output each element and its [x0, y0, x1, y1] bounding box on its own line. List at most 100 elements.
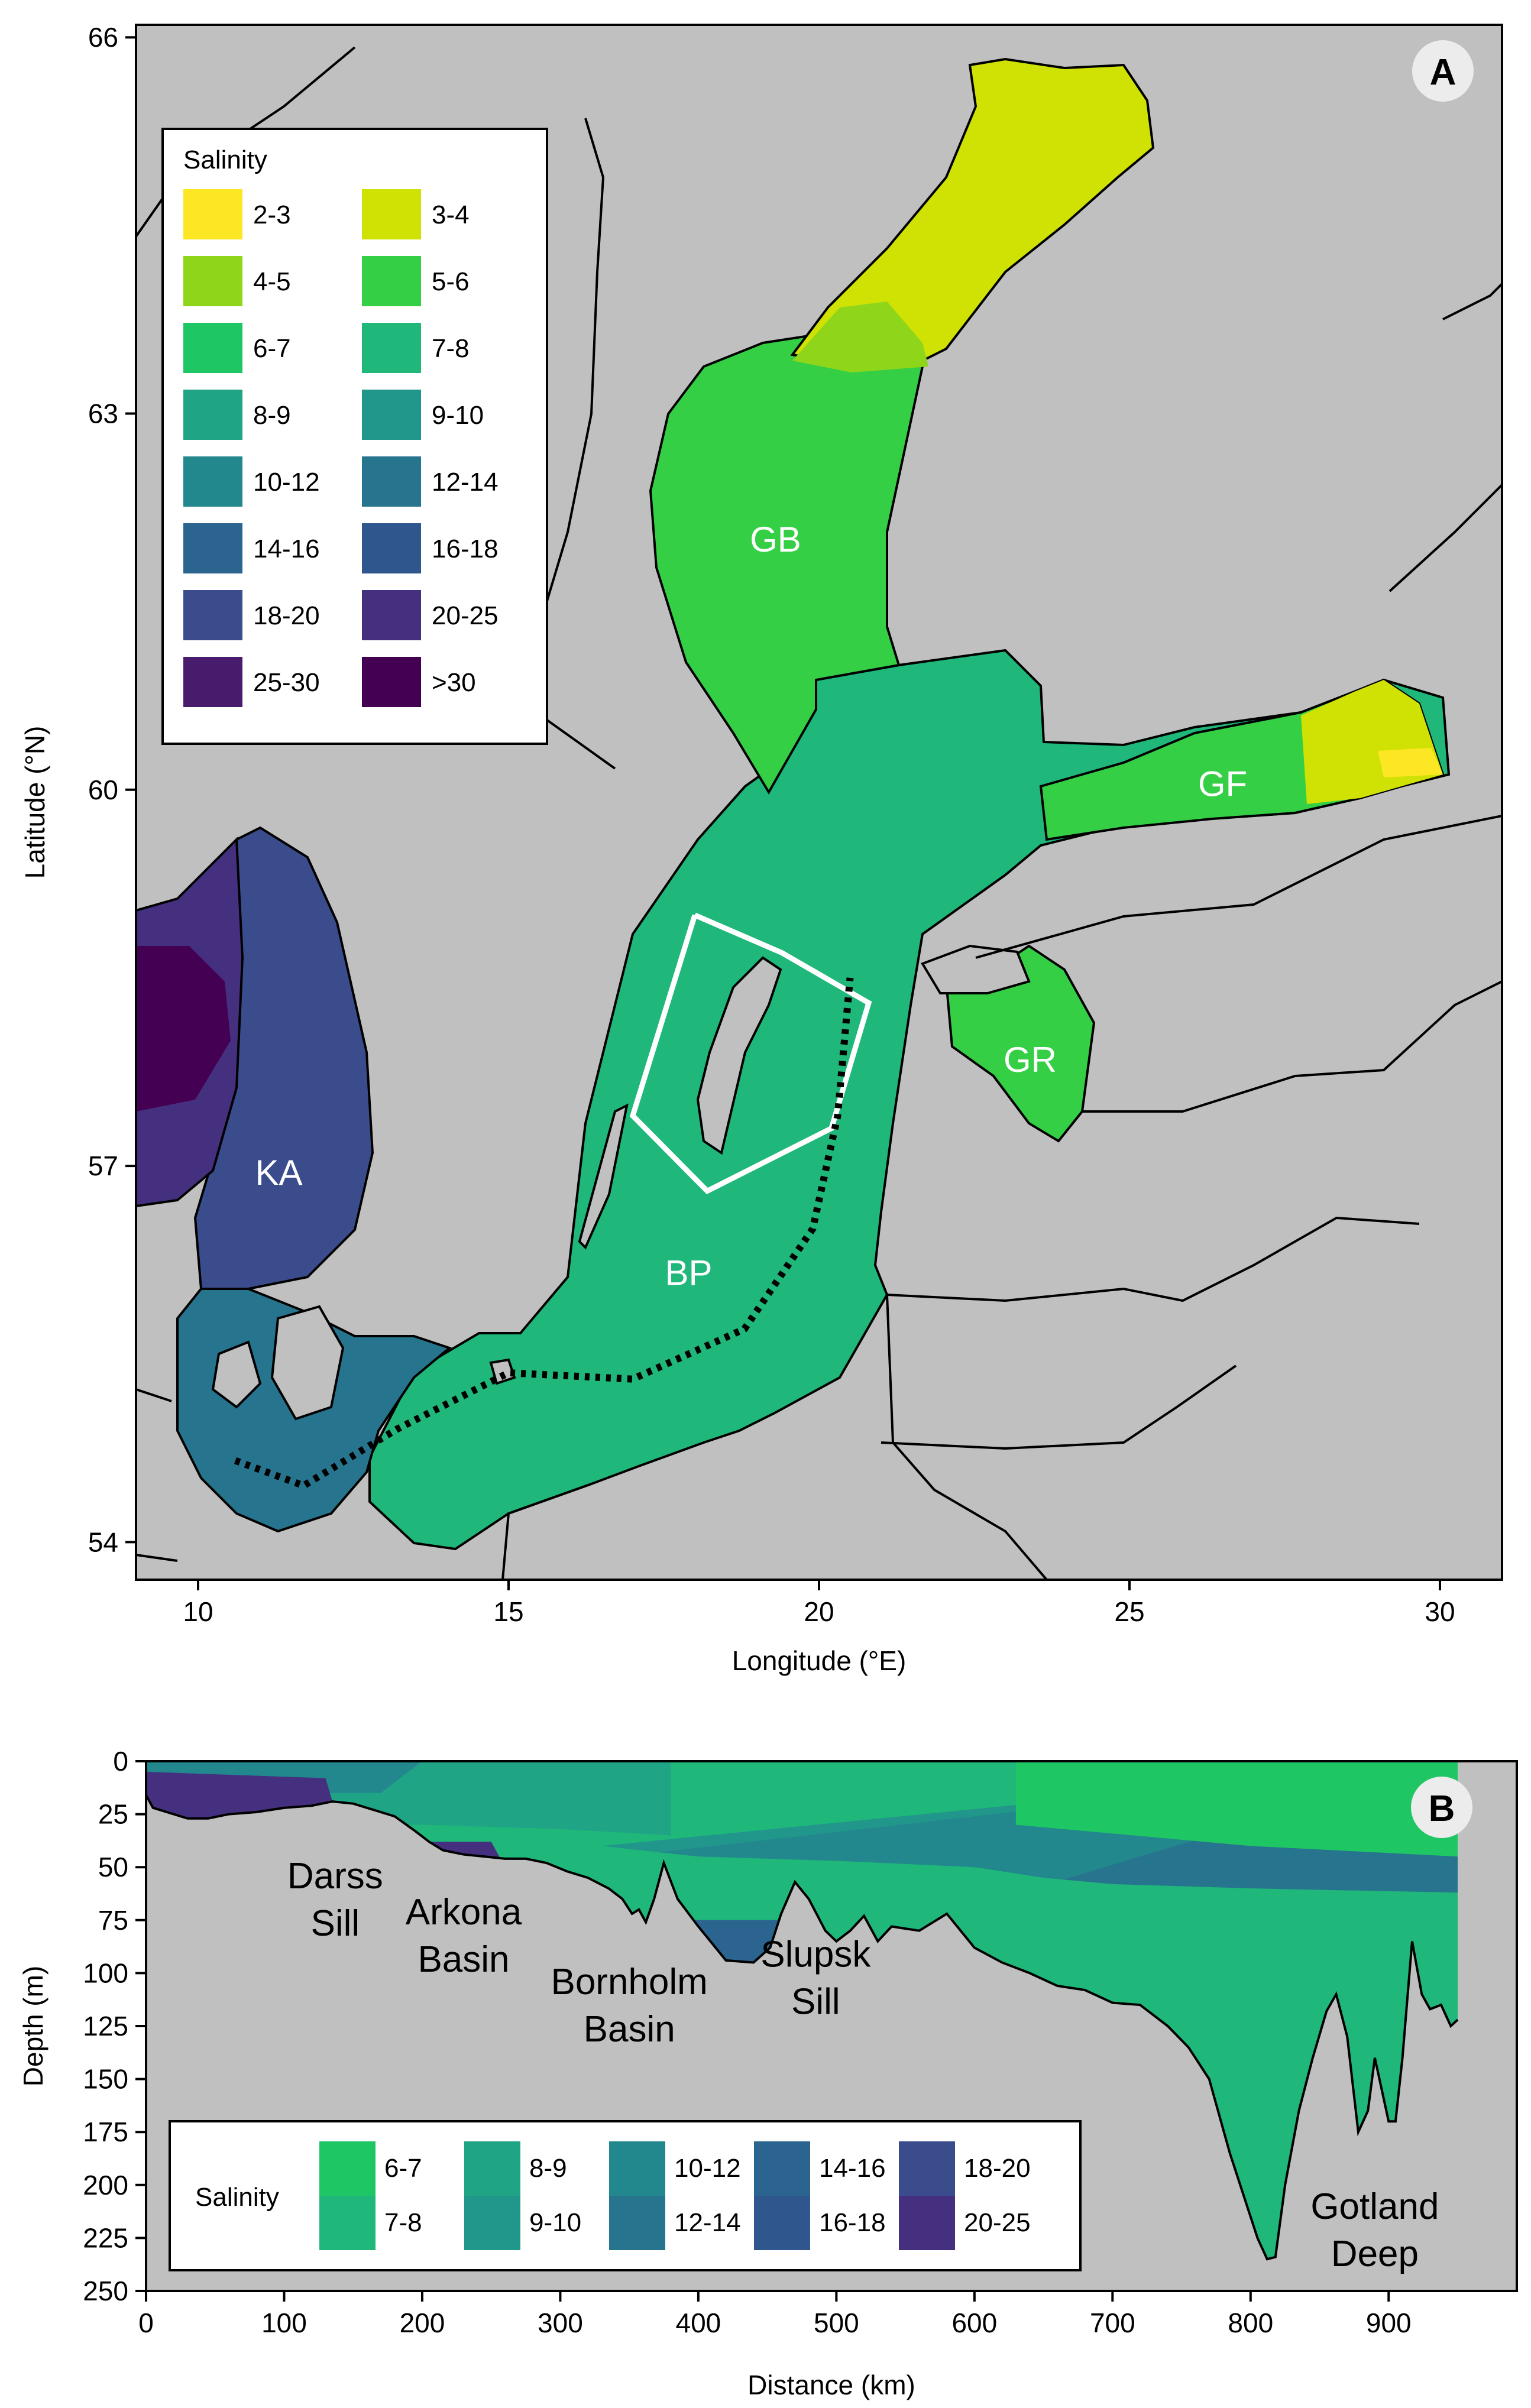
- transect-xtick-label: 200: [400, 2307, 445, 2338]
- transect-legend-label: 8-9: [529, 2154, 567, 2183]
- transect-xtick-label: 100: [261, 2307, 307, 2338]
- transect-annotation: Sill: [791, 1982, 840, 2023]
- transect-ytick-label: 50: [98, 1852, 128, 1882]
- island-saaremaa: [921, 944, 1031, 994]
- map-legend-swatch: [362, 590, 421, 640]
- map-legend-label: 25-30: [253, 668, 320, 697]
- map-legend-label: 14-16: [253, 534, 320, 563]
- island-gotland: [696, 956, 782, 1155]
- transect-annotation: Basin: [417, 1939, 509, 1980]
- map-legend-title: Salinity: [183, 145, 267, 174]
- transect-ytick-label: 75: [98, 1905, 128, 1936]
- map-xtick-label: 25: [1114, 1596, 1144, 1627]
- transect-legend-swatch: [899, 2141, 955, 2196]
- map-legend-swatch: [183, 256, 242, 306]
- map-legend-swatch: [362, 523, 421, 573]
- transect-legend-label: 16-18: [819, 2208, 886, 2237]
- map-legend-label: >30: [432, 668, 476, 697]
- sea-region-bothnian-transition: [792, 302, 928, 372]
- map-legend: Salinity 2-3 3-4 4-5 5-6 6-7 7-8 8-9 9-10 10-12 1…: [161, 128, 548, 745]
- transect-ytick-label: 25: [98, 1799, 128, 1830]
- transect-ytick-label: 200: [83, 2170, 128, 2200]
- transect-legend-swatch: [754, 2141, 810, 2196]
- transect-annotation: Basin: [584, 2009, 675, 2050]
- map-legend-swatch: [362, 323, 421, 373]
- map-axes: 10 15 20 25 30 54 57 60 63 66: [88, 22, 1455, 1627]
- transect-xtick-label: 700: [1090, 2307, 1135, 2338]
- island-bornholm: [489, 1358, 516, 1385]
- region-label: GB: [750, 520, 801, 559]
- map-legend-label: 2-3: [253, 200, 291, 229]
- transect-legend-label: 14-16: [819, 2154, 886, 2183]
- map-legend-label: 4-5: [253, 267, 291, 296]
- transect-annotation: Darss: [287, 1856, 383, 1897]
- sea-region-bothnian-bay: [790, 57, 1155, 368]
- map-legend-label: 16-18: [432, 534, 499, 563]
- map-legend-swatch: [183, 657, 242, 707]
- map-legend-label: 8-9: [253, 401, 291, 430]
- transect-ytick-label: 100: [83, 1957, 128, 1988]
- map-legend-label: 10-12: [253, 468, 320, 497]
- transect-annotation: Gotland: [1310, 2186, 1439, 2227]
- transect-annotations: Darss Sill Arkona Basin Bornholm Basin Slupsk S…: [287, 1856, 1439, 2274]
- panel-label-a-text: A: [1430, 52, 1456, 93]
- map-legend-swatch: [183, 456, 242, 507]
- transect-legend-label: 12-14: [674, 2208, 741, 2237]
- map-xtick-label: 10: [183, 1596, 213, 1627]
- transect-ylabel: Depth (m): [18, 1966, 48, 2086]
- transect-legend-label: 20-25: [964, 2208, 1031, 2237]
- map-ytick-label: 54: [88, 1527, 118, 1557]
- transect-legend-label: 7-8: [384, 2208, 422, 2237]
- panel-label-b-text: B: [1429, 1788, 1455, 1829]
- map-ytick-label: 63: [88, 398, 118, 429]
- panel-label-a: A: [1412, 40, 1474, 102]
- transect-legend-label: 10-12: [674, 2154, 741, 2183]
- transect-xtick-label: 300: [538, 2307, 583, 2338]
- map-legend-swatch: [362, 189, 421, 239]
- map-xlabel: Longitude (°E): [732, 1645, 907, 1676]
- map-legend-swatch: [183, 323, 242, 373]
- map-legend-label: 20-25: [432, 601, 499, 630]
- transect-annotation: Bornholm: [551, 1962, 707, 2002]
- map-xtick-label: 15: [493, 1596, 523, 1627]
- transect-legend: Salinity 6-7 7-8 8-9 9-10 10-12 12-14 14-16 16-…: [169, 2120, 1082, 2271]
- transect-xtick-label: 800: [1228, 2307, 1273, 2338]
- transect-annotation: Slupsk: [760, 1934, 871, 1975]
- map-ytick-label: 60: [88, 774, 118, 805]
- transect-legend-swatch: [464, 2141, 520, 2196]
- region-label: GF: [1198, 764, 1247, 803]
- transect-legend-label: 9-10: [529, 2208, 581, 2237]
- transect-legend-label: 6-7: [384, 2154, 422, 2183]
- region-labels: GB GF GR KA BP: [255, 520, 1247, 1293]
- transect-ytick-label: 150: [83, 2064, 128, 2095]
- map-legend-label: 9-10: [432, 401, 484, 430]
- salinity-map-panel: GB GF GR KA BP A 10 15 20 25 30 54 57 60 63 66 Longit…: [20, 22, 1503, 1676]
- sea-salinity-fields: [136, 46, 1502, 1580]
- map-legend-swatch: [362, 456, 421, 507]
- transect-legend-swatch: [754, 2196, 810, 2250]
- transect-legend-swatch: [899, 2196, 955, 2250]
- transect-xtick-label: 900: [1366, 2307, 1412, 2338]
- map-legend-label: 6-7: [253, 334, 291, 363]
- transect-legend-label: 18-20: [964, 2154, 1031, 2183]
- map-legend-swatch: [183, 523, 242, 573]
- transect-ytick-label: 250: [83, 2276, 128, 2306]
- map-xtick-label: 30: [1425, 1596, 1455, 1627]
- region-label: KA: [255, 1153, 302, 1192]
- island-oland: [578, 1103, 629, 1250]
- sea-region-gulf-of-finland-head: [1378, 748, 1443, 777]
- map-legend-swatch: [362, 390, 421, 440]
- transect-axes: 0 100 200 300 400 500 600 700 800 900 0 25 50 75 100 12…: [83, 1746, 1411, 2338]
- map-xtick-label: 20: [804, 1596, 834, 1627]
- transect-legend-title: Salinity: [195, 2183, 279, 2212]
- map-legend-label: 18-20: [253, 601, 320, 630]
- map-legend-entries: 2-3 3-4 4-5 5-6 6-7 7-8 8-9 9-10 10-12 12-14 14-16…: [183, 189, 499, 707]
- map-legend-swatch: [362, 256, 421, 306]
- sea-region-skagerrak-deep: [136, 946, 231, 1111]
- transect-xtick-label: 0: [138, 2307, 154, 2338]
- depth-transect-panel: Darss Sill Arkona Basin Bornholm Basin Slupsk S…: [18, 1746, 1518, 2400]
- region-label: GR: [1004, 1040, 1057, 1080]
- transect-ytick-label: 125: [83, 2011, 128, 2041]
- transect-xtick-label: 400: [676, 2307, 721, 2338]
